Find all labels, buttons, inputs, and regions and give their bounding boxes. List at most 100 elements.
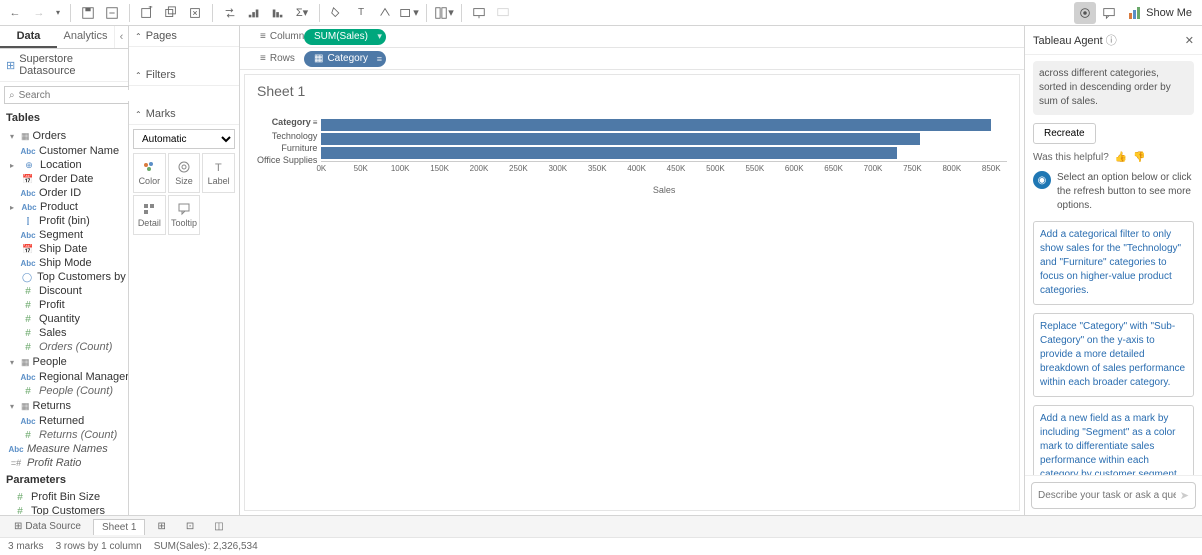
marks-color[interactable]: Color (133, 153, 166, 193)
field-product[interactable]: ▸AbcProduct (0, 200, 128, 214)
bar-office-supplies[interactable] (321, 147, 896, 159)
field-orders-count[interactable]: #Orders (Count) (0, 340, 128, 354)
fit-icon[interactable]: ▾ (398, 2, 420, 24)
new-dashboard-icon[interactable]: ⊡ (178, 519, 202, 534)
bar-furniture[interactable] (321, 133, 920, 145)
field-quantity[interactable]: #Quantity (0, 312, 128, 326)
new-story-icon[interactable]: ◫ (206, 519, 231, 534)
thumbs-up-icon[interactable]: 👍 (1115, 152, 1127, 163)
agent-title: Tableau Agent ⓘ (1033, 32, 1117, 48)
forward-icon[interactable]: → (28, 2, 50, 24)
field-segment[interactable]: AbcSegment (0, 228, 128, 242)
labels-icon[interactable]: T (350, 2, 372, 24)
new-worksheet-icon[interactable] (136, 2, 158, 24)
presentation-icon[interactable] (468, 2, 490, 24)
field-measure-names[interactable]: AbcMeasure Names (0, 442, 128, 456)
swap-icon[interactable] (219, 2, 241, 24)
field-profit[interactable]: #Profit (0, 298, 128, 312)
field-ship-date[interactable]: 📅Ship Date (0, 242, 128, 256)
sheet-title[interactable]: Sheet 1 (257, 83, 1007, 99)
field-profit-ratio[interactable]: =#Profit Ratio (0, 456, 128, 470)
suggestion-3[interactable]: Add a new field as a mark by including "… (1033, 405, 1194, 475)
tab-data-source[interactable]: ⊞Data Source (6, 519, 89, 534)
send-icon[interactable]: ➤ (1180, 489, 1189, 502)
duplicate-icon[interactable] (160, 2, 182, 24)
rows-icon: ≡ (260, 53, 266, 64)
thumbs-down-icon[interactable]: 👎 (1133, 152, 1145, 163)
group-returns[interactable]: ▾▦Returns (0, 398, 128, 414)
param-profit-bin-size[interactable]: #Profit Bin Size (0, 490, 128, 504)
marks-label[interactable]: TLabel (202, 153, 235, 193)
cards-icon[interactable]: ▾ (433, 2, 455, 24)
share-icon[interactable] (492, 2, 514, 24)
marks-size[interactable]: Size (168, 153, 201, 193)
recreate-button[interactable]: Recreate (1033, 123, 1096, 144)
marks-detail[interactable]: Detail (133, 195, 166, 235)
back-icon[interactable]: ← (4, 2, 26, 24)
field-top-customers[interactable]: ◯Top Customers by P... (0, 270, 128, 284)
search-icon: ⌕ (9, 90, 15, 101)
marks-tooltip[interactable]: Tooltip (168, 195, 201, 235)
new-worksheet-icon[interactable]: ⊞ (149, 519, 173, 534)
database-icon: ⊞ (6, 59, 15, 72)
highlight-icon[interactable] (326, 2, 348, 24)
save-icon[interactable] (77, 2, 99, 24)
field-returns-count[interactable]: #Returns (Count) (0, 428, 128, 442)
pages-card-header[interactable]: ⌃Pages (129, 26, 239, 47)
worksheet-area: ≡Columns SUM(Sales)▾ ≡Rows ▦Category≡ Sh… (240, 26, 1024, 515)
field-sales[interactable]: #Sales (0, 326, 128, 340)
totals-icon[interactable]: Σ▾ (291, 2, 313, 24)
sort-asc-icon[interactable] (243, 2, 265, 24)
field-ship-mode[interactable]: AbcShip Mode (0, 256, 128, 270)
field-order-id[interactable]: AbcOrder ID (0, 186, 128, 200)
revert-icon[interactable] (101, 2, 123, 24)
top-toolbar: ← → ▾ Σ▾ T ▾ ▾ Show Me (0, 0, 1202, 26)
field-customer-name[interactable]: AbcCustomer Name (0, 144, 128, 158)
info-icon[interactable]: ⓘ (1106, 35, 1117, 47)
x-axis[interactable]: 0K50K100K150K200K250K300K350K400K450K500… (321, 161, 1007, 173)
columns-shelf[interactable]: ≡Columns SUM(Sales)▾ (240, 26, 1024, 48)
pill-sum-sales[interactable]: SUM(Sales)▾ (304, 29, 386, 45)
visualization: Sheet 1 Category≡ Technology Furniture O… (244, 74, 1020, 511)
bar-technology[interactable] (321, 119, 991, 131)
agent-input[interactable]: ➤ (1031, 482, 1196, 509)
field-regional-manager[interactable]: AbcRegional Manager (0, 370, 128, 384)
field-profit-bin[interactable]: ⫿Profit (bin) (0, 214, 128, 228)
pill-category[interactable]: ▦Category≡ (304, 51, 386, 67)
tableau-agent-panel: Tableau Agent ⓘ ✕ across different categ… (1024, 26, 1202, 515)
y-axis-header[interactable]: Category≡ (272, 117, 318, 127)
agent-instruction: Select an option below or click the refr… (1057, 171, 1194, 213)
group-orders[interactable]: ▾▦Orders (0, 128, 128, 144)
suggestion-2[interactable]: Replace "Category" with "Sub-Category" o… (1033, 313, 1194, 397)
dropdown-icon[interactable]: ▾ (52, 2, 64, 24)
status-bar: 3 marks 3 rows by 1 column SUM(Sales): 2… (0, 537, 1202, 555)
field-returned[interactable]: AbcReturned (0, 414, 128, 428)
mark-type-select[interactable]: Automatic (133, 129, 235, 149)
tab-analytics[interactable]: Analytics (57, 26, 114, 48)
tab-sheet-1[interactable]: Sheet 1 (93, 519, 145, 535)
field-order-date[interactable]: 📅Order Date (0, 172, 128, 186)
field-people-count[interactable]: #People (Count) (0, 384, 128, 398)
clear-icon[interactable] (184, 2, 206, 24)
tab-data[interactable]: Data (0, 26, 57, 48)
filters-card-header[interactable]: ⌃Filters (129, 65, 239, 86)
status-rows: 3 rows by 1 column (56, 541, 142, 552)
field-discount[interactable]: #Discount (0, 284, 128, 298)
suggestion-1[interactable]: Add a categorical filter to only show sa… (1033, 221, 1194, 305)
group-people[interactable]: ▾▦People (0, 354, 128, 370)
format-icon[interactable] (374, 2, 396, 24)
sort-desc-icon[interactable] (267, 2, 289, 24)
data-guide-icon[interactable] (1074, 2, 1096, 24)
param-top-customers[interactable]: #Top Customers (0, 504, 128, 515)
svg-text:T: T (215, 162, 222, 174)
close-icon[interactable]: ✕ (1185, 34, 1194, 47)
show-me-button[interactable]: Show Me (1122, 6, 1198, 20)
collapse-panel-icon[interactable]: ‹ (114, 26, 128, 48)
marks-card-header[interactable]: ⌃Marks (129, 104, 239, 125)
comment-icon[interactable] (1098, 2, 1120, 24)
status-sum: SUM(Sales): 2,326,534 (154, 541, 258, 552)
field-location[interactable]: ▸⊕Location (0, 158, 128, 172)
rows-shelf[interactable]: ≡Rows ▦Category≡ (240, 48, 1024, 70)
datasource-icon: ⊞ (14, 521, 22, 532)
datasource-row[interactable]: ⊞ Superstore Datasource (0, 49, 128, 82)
